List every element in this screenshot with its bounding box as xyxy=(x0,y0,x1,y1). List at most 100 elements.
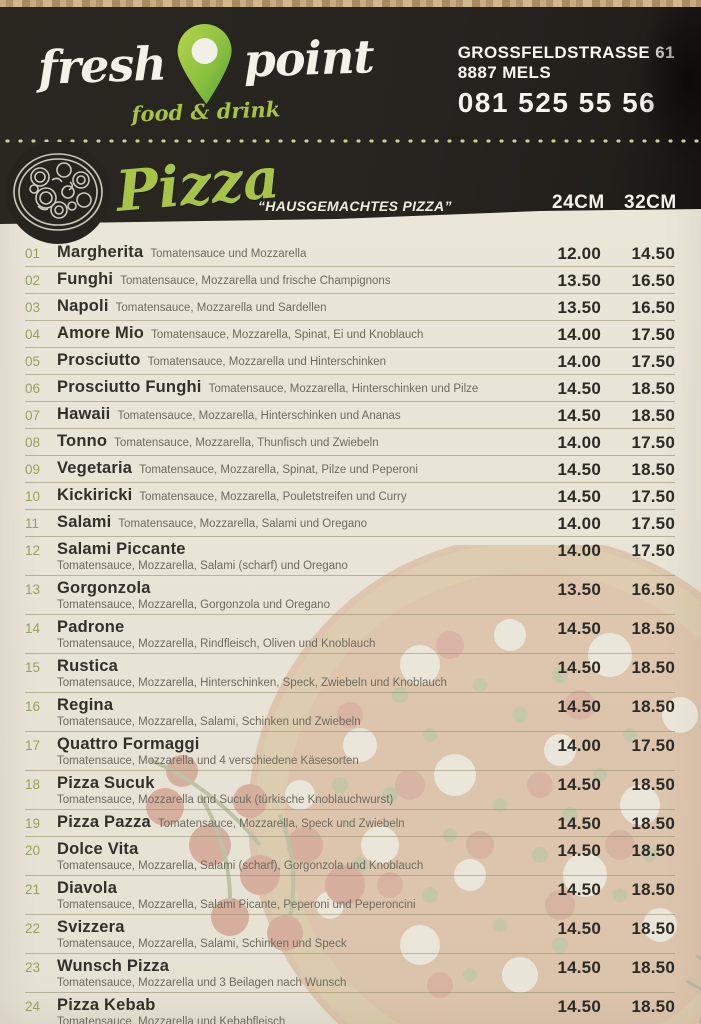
item-description: Tomatensauce, Mozzarella, Salami, Schink… xyxy=(57,716,361,728)
price-32cm: 17.50 xyxy=(631,352,675,371)
price-24cm: 14.00 xyxy=(557,352,601,371)
price-24cm: 13.50 xyxy=(557,580,601,599)
item-number: 23 xyxy=(25,960,41,975)
price-32cm: 17.50 xyxy=(631,736,675,755)
price-24cm: 14.00 xyxy=(557,325,601,344)
price-24cm: 14.00 xyxy=(557,514,601,533)
item-description: Tomatensauce, Mozzarella, Spinat, Pilze … xyxy=(139,464,418,476)
menu-item-row: 14 Padrone Tomatensauce, Mozzarella, Rind… xyxy=(25,615,675,654)
band-gloss xyxy=(611,5,701,215)
item-number: 08 xyxy=(25,435,41,450)
price-32cm: 17.50 xyxy=(631,514,675,533)
price-32cm: 17.50 xyxy=(631,541,675,560)
item-name: Prosciutto Funghi xyxy=(57,378,202,396)
menu-list: 01 Margherita Tomatensauce und Mozzarella… xyxy=(25,240,675,1024)
item-name: Quattro Formaggi xyxy=(57,735,200,753)
item-description: Tomatensauce, Mozzarella, Hinterschinken… xyxy=(57,677,447,689)
item-number: 03 xyxy=(25,300,41,315)
item-name: Kickiricki xyxy=(57,486,133,504)
item-number: 10 xyxy=(25,489,41,504)
price-24cm: 14.50 xyxy=(557,619,601,638)
price-32cm: 18.50 xyxy=(631,814,675,833)
price-24cm: 14.50 xyxy=(557,775,601,794)
item-number: 21 xyxy=(25,882,41,897)
location-pin-icon xyxy=(177,24,232,105)
item-number: 16 xyxy=(25,699,41,714)
item-name: Padrone xyxy=(57,618,125,636)
menu-item-row: 20 Dolce Vita Tomatensauce, Mozzarella, S… xyxy=(25,837,675,876)
item-name: Pizza Pazza xyxy=(57,813,151,831)
size-column-header-24cm: 24CM xyxy=(552,192,605,213)
price-32cm: 16.50 xyxy=(631,298,675,317)
item-name: Napoli xyxy=(57,297,109,315)
item-name: Margherita xyxy=(57,243,144,261)
item-description: Tomatensauce, Mozzarella und Kebabfleisc… xyxy=(57,1016,286,1024)
item-name: Prosciutto xyxy=(57,351,141,369)
menu-item-row: 17 Quattro Formaggi Tomatensauce, Mozzare… xyxy=(25,732,675,771)
price-24cm: 14.50 xyxy=(557,958,601,977)
price-32cm: 18.50 xyxy=(631,406,675,425)
menu-item-row: 06 Prosciutto Funghi Tomatensauce, Mozzar… xyxy=(25,375,675,402)
item-number: 22 xyxy=(25,921,41,936)
item-name: Hawaii xyxy=(57,405,111,423)
item-name: Vegetaria xyxy=(57,459,133,477)
price-24cm: 14.00 xyxy=(557,541,601,560)
price-24cm: 14.50 xyxy=(557,841,601,860)
menu-item-row: 21 Diavola Tomatensauce, Mozzarella, Sala… xyxy=(25,876,675,915)
price-24cm: 14.50 xyxy=(557,658,601,677)
item-number: 15 xyxy=(25,660,41,675)
item-description: Tomatensauce, Mozzarella, Thunfisch und … xyxy=(114,437,379,449)
price-24cm: 13.50 xyxy=(557,298,601,317)
item-name: Funghi xyxy=(57,270,114,288)
price-32cm: 16.50 xyxy=(631,580,675,599)
menu-item-row: 18 Pizza Sucuk Tomatensauce, Mozzarella u… xyxy=(25,771,675,810)
item-description: Tomatensauce, Mozzarella und Hinterschin… xyxy=(147,356,387,368)
menu-item-row: 24 Pizza Kebab Tomatensauce, Mozzarella u… xyxy=(25,993,675,1024)
item-number: 17 xyxy=(25,738,41,753)
price-32cm: 17.50 xyxy=(631,325,675,344)
price-24cm: 14.50 xyxy=(557,814,601,833)
wood-table-edge xyxy=(0,0,701,7)
price-32cm: 17.50 xyxy=(631,487,675,506)
brand-word-right: point xyxy=(242,29,375,88)
price-32cm: 18.50 xyxy=(631,697,675,716)
price-24cm: 14.00 xyxy=(557,736,601,755)
item-description: Tomatensauce, Mozzarella und 4 verschied… xyxy=(57,755,359,767)
item-description: Tomatensauce, Mozzarella und frische Cha… xyxy=(120,275,391,287)
pizza-doodle-icon xyxy=(6,142,110,244)
price-32cm: 16.50 xyxy=(631,271,675,290)
menu-item-row: 08 Tonno Tomatensauce, Mozzarella, Thunfi… xyxy=(25,429,675,456)
price-32cm: 18.50 xyxy=(631,880,675,899)
item-name: Diavola xyxy=(57,879,118,897)
item-description: Tomatensauce, Mozzarella und 3 Beilagen … xyxy=(57,977,347,989)
price-32cm: 18.50 xyxy=(631,841,675,860)
item-name: Svizzera xyxy=(57,918,125,936)
item-name: Wunsch Pizza xyxy=(57,957,170,975)
item-number: 12 xyxy=(25,543,41,558)
price-24cm: 14.50 xyxy=(557,997,601,1016)
menu-item-row: 07 Hawaii Tomatensauce, Mozzarella, Hinte… xyxy=(25,402,675,429)
item-number: 04 xyxy=(25,327,41,342)
menu-item-row: 13 Gorgonzola Tomatensauce, Mozzarella, G… xyxy=(25,576,675,615)
price-32cm: 17.50 xyxy=(631,433,675,452)
price-24cm: 14.50 xyxy=(557,379,601,398)
item-number: 19 xyxy=(25,816,41,831)
menu-item-row: 04 Amore Mio Tomatensauce, Mozzarella, Sp… xyxy=(25,321,675,348)
item-number: 09 xyxy=(25,462,41,477)
item-number: 06 xyxy=(25,381,41,396)
item-description: Tomatensauce, Mozzarella, Hinterschinken… xyxy=(208,383,479,395)
menu-item-row: 09 Vegetaria Tomatensauce, Mozzarella, Sp… xyxy=(25,456,675,483)
item-description: Tomatensauce, Mozzarella, Hinterschinken… xyxy=(117,410,401,422)
item-name: Tonno xyxy=(57,432,108,450)
price-24cm: 12.00 xyxy=(557,244,601,263)
item-name: Amore Mio xyxy=(57,324,145,342)
price-32cm: 18.50 xyxy=(631,919,675,938)
item-number: 14 xyxy=(25,621,41,636)
price-32cm: 18.50 xyxy=(631,460,675,479)
section-subtitle: “HAUSGEMACHTES PIZZA” xyxy=(258,198,452,214)
menu-item-row: 11 Salami Tomatensauce, Mozzarella, Salam… xyxy=(25,510,675,537)
menu-item-row: 16 Regina Tomatensauce, Mozzarella, Salam… xyxy=(25,693,675,732)
item-description: Tomatensauce und Mozzarella xyxy=(150,248,307,260)
menu-item-row: 10 Kickiricki Tomatensauce, Mozzarella, P… xyxy=(25,483,675,510)
item-name: Pizza Kebab xyxy=(57,996,156,1014)
